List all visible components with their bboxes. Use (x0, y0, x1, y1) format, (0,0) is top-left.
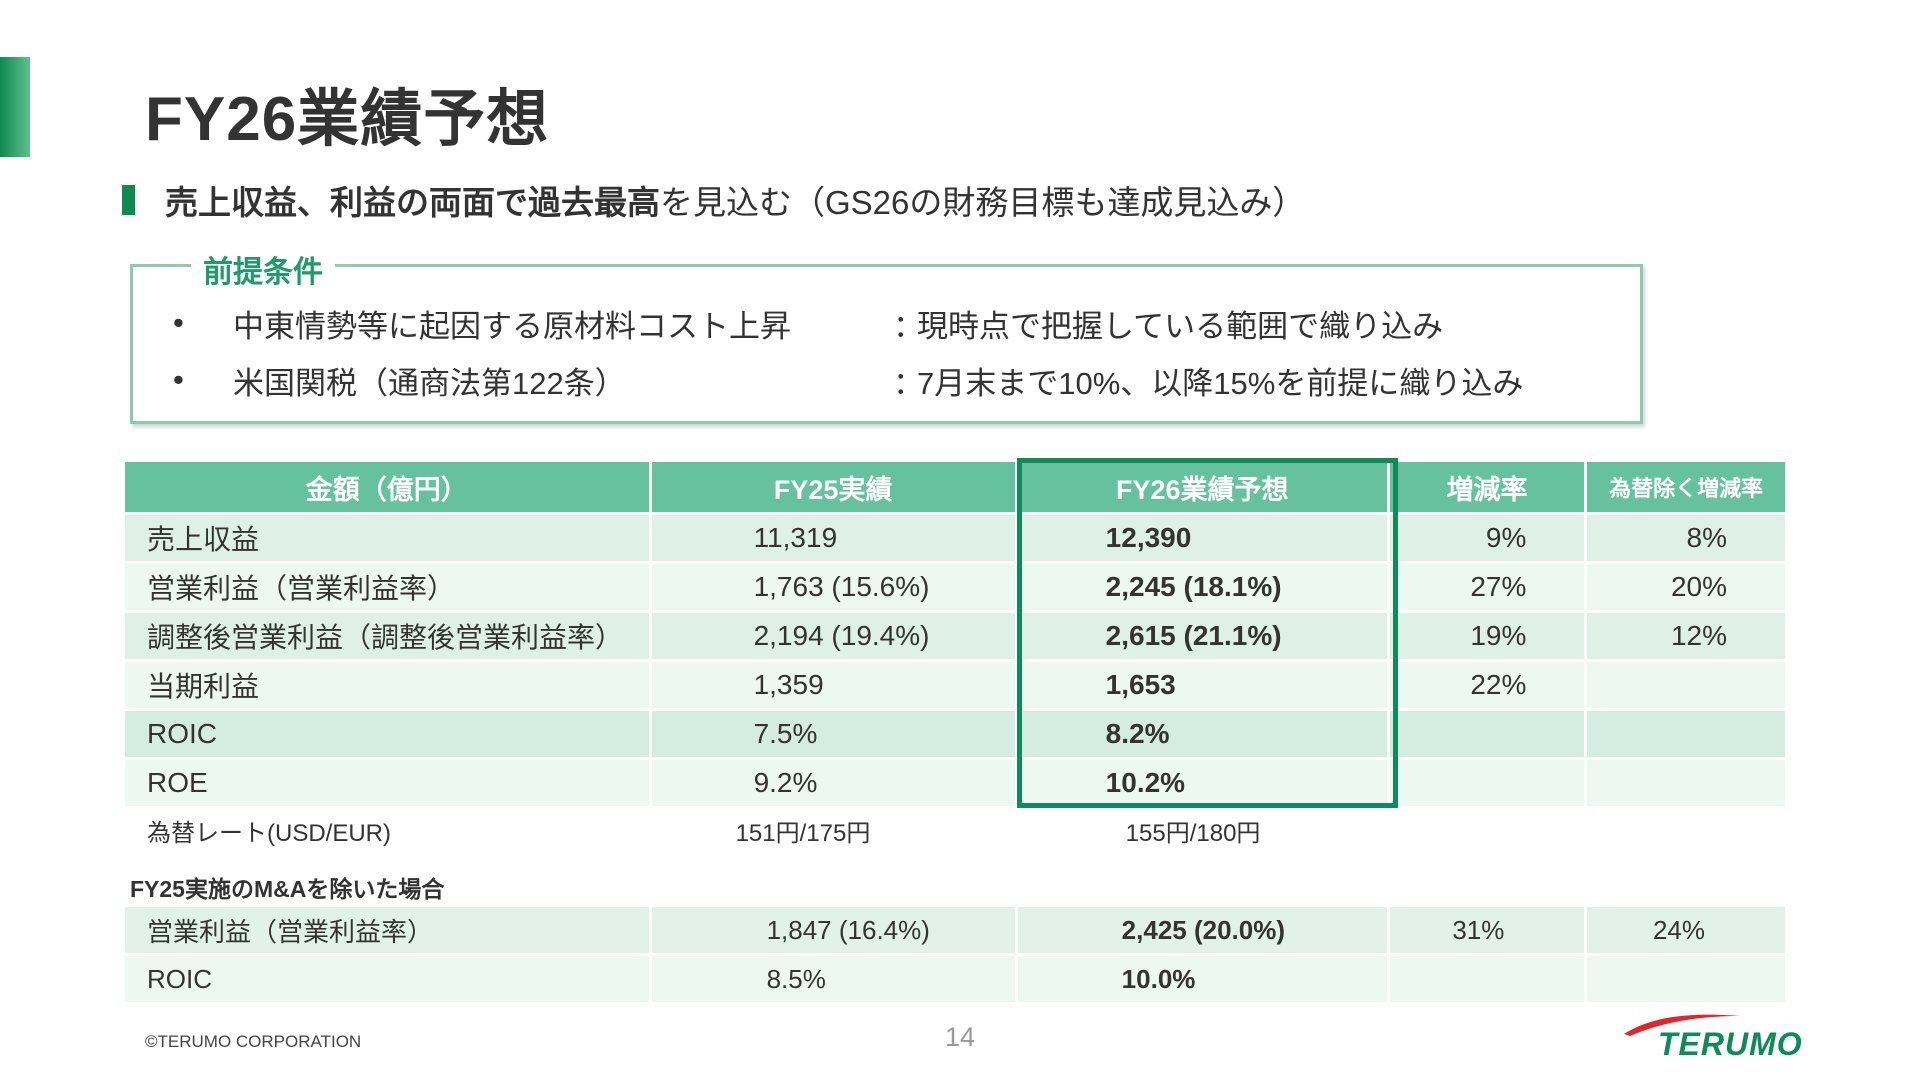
row-label: ROIC (125, 956, 649, 1005)
change-ex-fx-value: 20% (1587, 564, 1785, 613)
premise-item: 米国関税（通商法第122条） (233, 365, 626, 401)
table-row: 調整後営業利益（調整後営業利益率） 2,194 (19.4%) 2,615 (2… (125, 613, 1785, 662)
title-accent-bar (0, 57, 30, 157)
change-value: 27% (1389, 564, 1585, 613)
ma-adjusted-table: 営業利益（営業利益率） 1,847 (16.4%) 2,425 (20.0%) … (122, 907, 1788, 1005)
row-label: 当期利益 (125, 662, 649, 711)
headline-normal-text: を見込む（GS26の財務目標も達成見込み） (660, 184, 1306, 221)
table-row: ROE 9.2% 10.2% (125, 760, 1785, 809)
fx-rate-label: 為替レート(USD/EUR) (125, 809, 649, 854)
row-label: 売上収益 (125, 515, 649, 564)
fx-rate-empty (1587, 809, 1785, 854)
change-value (1389, 711, 1585, 760)
terumo-logo: TERUMO (1622, 1010, 1822, 1068)
fy26-value: 8.2% (1017, 711, 1387, 760)
fy25-value: 7.5% (651, 711, 1015, 760)
row-label: 営業利益（営業利益率） (125, 564, 649, 613)
bullet: • (173, 362, 184, 397)
fx-rate-row: 為替レート(USD/EUR) 151円/175円 155円/180円 (125, 809, 1785, 854)
headline-marker (122, 185, 135, 215)
change-value: 19% (1389, 613, 1585, 662)
header-fy26: FY26業績予想 (1017, 462, 1387, 515)
change-ex-fx-value (1587, 760, 1785, 809)
table-row: ROIC 7.5% 8.2% (125, 711, 1785, 760)
table-row: 営業利益（営業利益率） 1,763 (15.6%) 2,245 (18.1%) … (125, 564, 1785, 613)
change-ex-fx-value (1587, 956, 1785, 1005)
ma-section-title: FY25実施のM&Aを除いた場合 (130, 876, 445, 902)
change-value (1389, 956, 1585, 1005)
change-ex-fx-value (1587, 711, 1785, 760)
header-change: 増減率 (1389, 462, 1585, 515)
fy26-value: 12,390 (1017, 515, 1387, 564)
header-change-ex-fx: 為替除く増減率 (1587, 462, 1785, 515)
row-label: ROIC (125, 711, 649, 760)
premise-legend: 前提条件 (191, 247, 335, 291)
table-row: 売上収益 11,319 12,390 9% 8% (125, 515, 1785, 564)
fy25-value: 1,847 (16.4%) (651, 907, 1015, 956)
fx-rate-fy25: 151円/175円 (651, 809, 1015, 854)
page-number: 14 (945, 1022, 976, 1052)
premise-row: • 中東情勢等に起因する原材料コスト上昇 ： 現時点で把握している範囲で織り込み (173, 301, 1443, 345)
forecast-table: 金額（億円） FY25実績 FY26業績予想 増減率 為替除く増減率 売上収益 … (122, 462, 1788, 854)
change-value: 9% (1389, 515, 1585, 564)
fy26-value: 1,653 (1017, 662, 1387, 711)
premise-note: 現時点で把握している範囲で織り込み (917, 308, 1444, 344)
change-value: 22% (1389, 662, 1585, 711)
fy26-value: 10.0% (1017, 956, 1387, 1005)
premise-box: 前提条件 • 中東情勢等に起因する原材料コスト上昇 ： 現時点で把握している範囲… (130, 247, 1643, 424)
change-value (1389, 760, 1585, 809)
fy26-value: 2,425 (20.0%) (1017, 907, 1387, 956)
fy25-value: 8.5% (651, 956, 1015, 1005)
premise-item: 中東情勢等に起因する原材料コスト上昇 (233, 308, 791, 344)
header-amount: 金額（億円） (125, 462, 649, 515)
premise-colon: ： (893, 308, 924, 344)
premise-colon: ： (893, 365, 924, 401)
table-header-row: 金額（億円） FY25実績 FY26業績予想 増減率 為替除く増減率 (125, 462, 1785, 515)
table-row: 営業利益（営業利益率） 1,847 (16.4%) 2,425 (20.0%) … (125, 907, 1785, 956)
fy26-value: 2,615 (21.1%) (1017, 613, 1387, 662)
fy26-value: 10.2% (1017, 760, 1387, 809)
fy25-value: 1,359 (651, 662, 1015, 711)
change-ex-fx-value: 12% (1587, 613, 1785, 662)
headline-bold-text: 売上収益、利益の両面で過去最高 (165, 184, 660, 221)
table-row: ROIC 8.5% 10.0% (125, 956, 1785, 1005)
change-ex-fx-value (1587, 662, 1785, 711)
bullet: • (173, 305, 184, 340)
premise-row: • 米国関税（通商法第122条） ： 7月末まで10%、以降15%を前提に織り込… (173, 358, 1523, 402)
change-ex-fx-value: 8% (1587, 515, 1785, 564)
fx-rate-fy26: 155円/180円 (1017, 809, 1387, 854)
fy25-value: 2,194 (19.4%) (651, 613, 1015, 662)
fy25-value: 9.2% (651, 760, 1015, 809)
premise-note: 7月末まで10%、以降15%を前提に織り込み (917, 365, 1524, 401)
change-ex-fx-value: 24% (1587, 907, 1785, 956)
change-value: 31% (1389, 907, 1585, 956)
fy26-value: 2,245 (18.1%) (1017, 564, 1387, 613)
header-fy25: FY25実績 (651, 462, 1015, 515)
table-row: 当期利益 1,359 1,653 22% (125, 662, 1785, 711)
copyright: ©TERUMO CORPORATION (145, 1032, 362, 1051)
headline: 売上収益、利益の両面で過去最高 を見込む（GS26の財務目標も達成見込み） (122, 178, 1305, 222)
logo-text: TERUMO (1658, 1026, 1803, 1062)
fy25-value: 1,763 (15.6%) (651, 564, 1015, 613)
fy25-value: 11,319 (651, 515, 1015, 564)
fx-rate-empty (1389, 809, 1585, 854)
row-label: 調整後営業利益（調整後営業利益率） (125, 613, 649, 662)
row-label: 営業利益（営業利益率） (125, 907, 649, 956)
logo-swoosh-icon (1624, 1014, 1740, 1036)
page-title: FY26業績予想 (145, 85, 550, 154)
row-label: ROE (125, 760, 649, 809)
